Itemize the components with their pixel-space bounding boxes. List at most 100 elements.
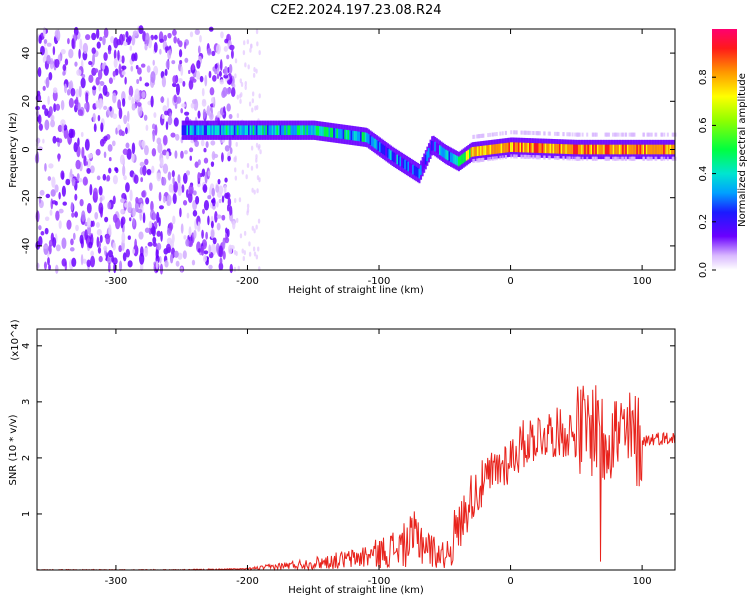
ridge-halo [525,154,528,159]
noise-mark [190,102,195,109]
noise-mark [187,192,193,204]
noise-mark [108,156,112,162]
noise-mark [203,157,209,164]
ridge-core [206,125,209,136]
noise-mark [141,140,146,149]
ridge-halo [577,156,580,161]
noise-mark [223,106,226,114]
noise-mark [221,152,224,163]
ridge-core [503,143,506,153]
ridge-halo [543,155,546,160]
ridge-halo [628,156,631,161]
ridge-core [413,165,416,176]
noise-mark [48,163,54,169]
noise-mark [151,165,155,174]
noise-mark [246,39,250,45]
ridge-core [243,125,246,136]
ridge-core [227,125,230,136]
noise-mark [226,79,232,85]
noise-mark [194,161,199,168]
ridge-halo [493,156,496,161]
ridge-core [382,144,385,155]
noise-mark [119,33,124,46]
ridge-core [622,144,625,155]
ridge-core [476,146,479,157]
noise-mark [100,122,104,133]
noise-mark [194,140,199,147]
noise-mark [160,96,165,103]
noise-mark [236,217,239,223]
noise-mark [255,68,258,74]
ridge-core [584,144,587,155]
noise-mark [141,190,146,198]
ridge-core [581,144,584,155]
noise-mark [213,153,219,159]
ridge-core [405,160,408,171]
noise-mark [142,212,146,224]
ridge-halo [532,131,535,136]
noise-mark [74,193,78,201]
ridge-core [587,144,590,155]
ridge-halo [620,156,623,161]
ridge-core [232,125,235,136]
noise-mark [102,173,107,181]
noise-mark [197,221,201,232]
noise-mark [162,105,168,113]
noise-mark [214,63,218,69]
noise-mark [243,230,247,236]
noise-mark [65,178,71,186]
noise-mark [240,81,244,87]
ridge-core [241,125,244,136]
noise-mark [132,217,136,227]
ridge-core [415,166,418,177]
y-tick-label: 0 [21,146,32,152]
noise-mark [154,124,158,136]
noise-mark [119,154,125,165]
ridge-halo [527,154,530,159]
y-tick-label: -40 [21,238,32,254]
noise-mark [172,215,176,225]
ridge-core [571,144,574,155]
ridge-core [396,154,399,165]
noise-mark [120,198,125,203]
noise-mark [218,70,222,77]
ridge-core [383,145,386,156]
ridge-core [277,125,280,136]
ridge-halo [529,155,532,160]
ridge-halo [553,155,556,160]
noise-mark [61,123,65,133]
noise-mark [143,145,149,156]
ridge-core [345,129,348,140]
ridge-core [653,144,656,155]
noise-mark [43,244,48,249]
ridge-core [270,125,273,136]
noise-mark [229,263,233,274]
ridge-core [511,142,514,152]
ridge-halo [624,132,627,137]
ridge-core [628,144,631,155]
noise-mark [252,72,256,78]
ridge-core [214,125,217,136]
noise-mark [223,45,228,52]
noise-mark [88,74,94,84]
noise-mark [38,225,42,231]
noise-mark [156,242,162,251]
ridge-core [195,125,198,136]
noise-mark [50,119,55,128]
ridge-halo [553,131,556,136]
noise-mark [55,264,59,274]
noise-mark [208,70,212,79]
noise-mark [200,245,205,256]
ridge-core [642,144,645,155]
ridge-core [483,145,486,156]
ridge-halo [495,156,498,161]
noise-mark [121,70,126,76]
y-tick-label: 1 [21,511,32,517]
noise-mark [60,119,66,127]
noise-mark [48,106,53,116]
ridge-core [309,125,312,136]
ridge-halo [477,158,480,163]
noise-mark [206,105,211,116]
ridge-core [620,144,623,155]
